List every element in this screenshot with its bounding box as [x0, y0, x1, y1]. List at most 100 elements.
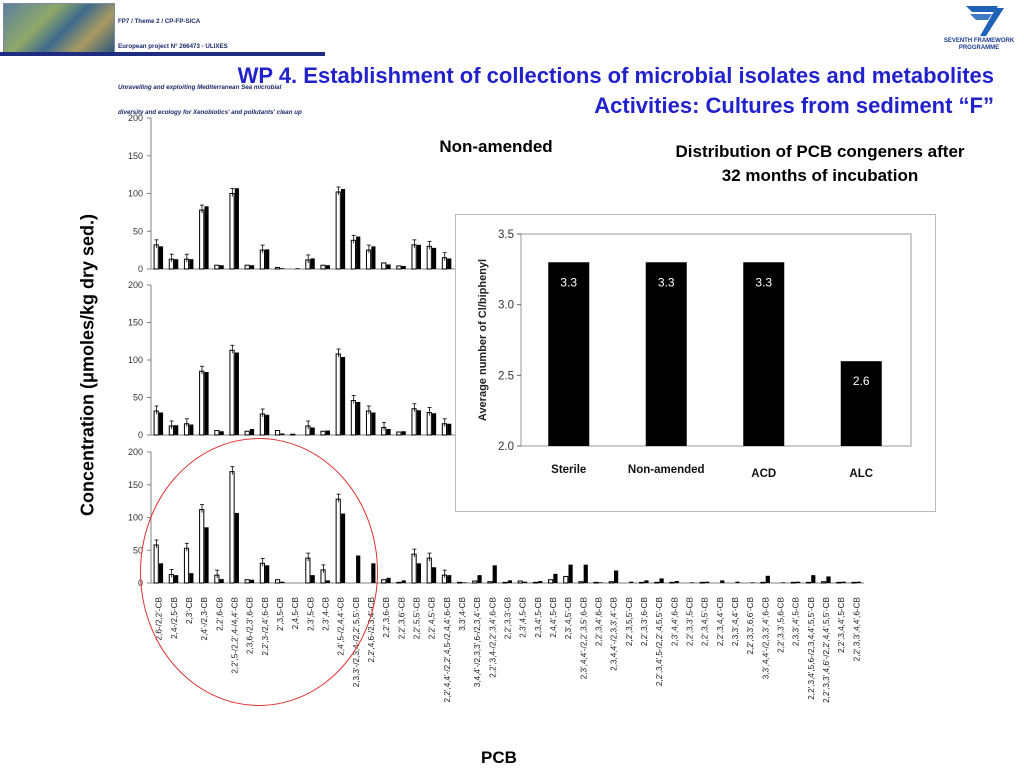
- inset-category-label: Non-amended: [628, 464, 705, 476]
- x-tick-label: 2,2',3,4,4'-CB: [716, 596, 725, 646]
- bar-black: [189, 424, 194, 435]
- inset-data-label: 2.6: [853, 374, 870, 388]
- x-tick-label: 2,4'-/2,3-CB: [200, 596, 209, 640]
- y-tick-label: 50: [133, 226, 143, 236]
- plot-area: [520, 233, 912, 447]
- bar-white: [320, 264, 326, 270]
- slide-title: WP 4. Establishment of collections of mi…: [237, 63, 994, 118]
- inset-bar: [645, 262, 687, 446]
- bar-black: [674, 581, 679, 583]
- bar-black: [568, 564, 573, 583]
- y-tick-label: 100: [128, 189, 143, 199]
- x-tick-label: 2,2',3,4,5'-CB: [701, 596, 710, 646]
- x-tick-label: 2,4',5-/2,4,4'-CB: [337, 596, 346, 655]
- bar-white: [350, 239, 356, 270]
- inset-category-label: ACD: [751, 468, 776, 480]
- banner-underline: [0, 52, 325, 56]
- bar-white: [669, 581, 675, 584]
- x-tick-label: 2,4-/2,5-CB: [170, 596, 179, 638]
- bar-black: [750, 582, 755, 583]
- x-tick-label: 2,2',3,4',5-/2,2',4,5,5'-CB: [655, 596, 664, 686]
- bar-white: [578, 581, 584, 584]
- bar-white: [411, 244, 417, 270]
- x-tick-label: 2,6-/2,2'-CB: [155, 596, 164, 640]
- bar-black: [189, 259, 194, 269]
- x-tick-label: 2,2',5,5'-CB: [412, 596, 421, 639]
- fp7-logo-text: SEVENTH FRAMEWORK PROGRAMME: [943, 38, 1015, 51]
- x-tick-label: 2,3,4',5-CB: [534, 596, 543, 637]
- y-tick-label: 200: [128, 280, 143, 290]
- bar-black: [826, 576, 831, 583]
- x-tick-label: 2,3',4-CB: [321, 596, 330, 630]
- bar-black: [538, 581, 543, 583]
- y-tick-label: 3.0: [498, 300, 514, 312]
- bar-black: [644, 580, 649, 583]
- bar-white: [699, 581, 705, 584]
- inset-bar: [743, 262, 785, 446]
- bar-white: [426, 412, 432, 436]
- bar-black: [447, 575, 452, 583]
- bar-black: [522, 581, 528, 583]
- bar-white: [396, 265, 402, 270]
- bar-white: [199, 370, 205, 436]
- bar-black: [265, 565, 270, 583]
- bar-white: [426, 245, 432, 270]
- bar-black: [462, 582, 467, 583]
- x-tick-label: 2,2',6-CB: [215, 596, 224, 630]
- bar-white: [821, 581, 827, 584]
- bar-white: [639, 581, 645, 584]
- inset-category-label: ALC: [849, 468, 873, 480]
- bar-black: [158, 246, 164, 269]
- bar-black: [234, 512, 239, 583]
- bar-black: [219, 265, 224, 269]
- y-tick-label: 0: [138, 578, 143, 588]
- bar-black: [401, 431, 406, 435]
- x-tick-label: 2,4,4',5-CB: [549, 596, 558, 637]
- inset-chart-panel: 2.0 2.5 3.0 3.5 Average number of Cl/bipheny…: [455, 214, 936, 512]
- inset-data-label: 3.3: [560, 275, 577, 289]
- bar-black: [310, 427, 315, 435]
- bar-white: [153, 410, 159, 436]
- bar-black: [780, 582, 786, 583]
- bar-black: [386, 577, 391, 583]
- bar-black: [234, 188, 239, 269]
- bar-white: [335, 191, 341, 270]
- fp7-logo-icon: [966, 6, 1004, 36]
- bar-black: [340, 188, 346, 269]
- x-tick-label: 2,2',3,3'-CB: [504, 596, 513, 639]
- x-tick-label: 3,3',4-CB: [458, 596, 467, 630]
- bar-black: [416, 563, 421, 583]
- bar-white: [305, 557, 311, 584]
- bar-white: [274, 579, 281, 584]
- bar-black: [295, 268, 300, 269]
- bar-black: [416, 244, 421, 269]
- cl-per-biphenyl-chart: 2.0 2.5 3.0 3.5 Average number of Cl/bipheny…: [477, 229, 912, 480]
- x-tick-label: 2,2',4,5'-CB: [428, 596, 437, 639]
- bar-white: [320, 430, 326, 436]
- x-tick-label: 2,3,3',4,4'-CB: [731, 596, 740, 646]
- bar-white: [851, 581, 857, 584]
- bar-black: [689, 582, 695, 583]
- bar-white: [274, 266, 281, 270]
- bar-black: [249, 579, 255, 583]
- x-tick-label: 2,2',3,3',4,4',6-CB: [852, 596, 861, 661]
- bar-black: [325, 430, 330, 435]
- bar-black: [796, 581, 801, 583]
- bar-black: [219, 579, 224, 583]
- x-tick-label: 2,2',3,4,4',5-CB: [837, 596, 846, 652]
- bar-black: [720, 580, 725, 583]
- bar-black: [158, 412, 164, 435]
- bar-black: [340, 357, 346, 435]
- bar-white: [183, 547, 190, 584]
- bar-black: [189, 573, 194, 583]
- bar-black: [310, 258, 315, 269]
- bar-black: [158, 563, 164, 583]
- x-tick-label: 2,3',5-CB: [306, 596, 315, 630]
- bar-white: [153, 544, 159, 584]
- bar-black: [401, 580, 406, 583]
- bar-black: [340, 513, 346, 583]
- bar-white: [244, 430, 250, 436]
- bar-black: [629, 581, 634, 583]
- bar-white: [517, 580, 523, 584]
